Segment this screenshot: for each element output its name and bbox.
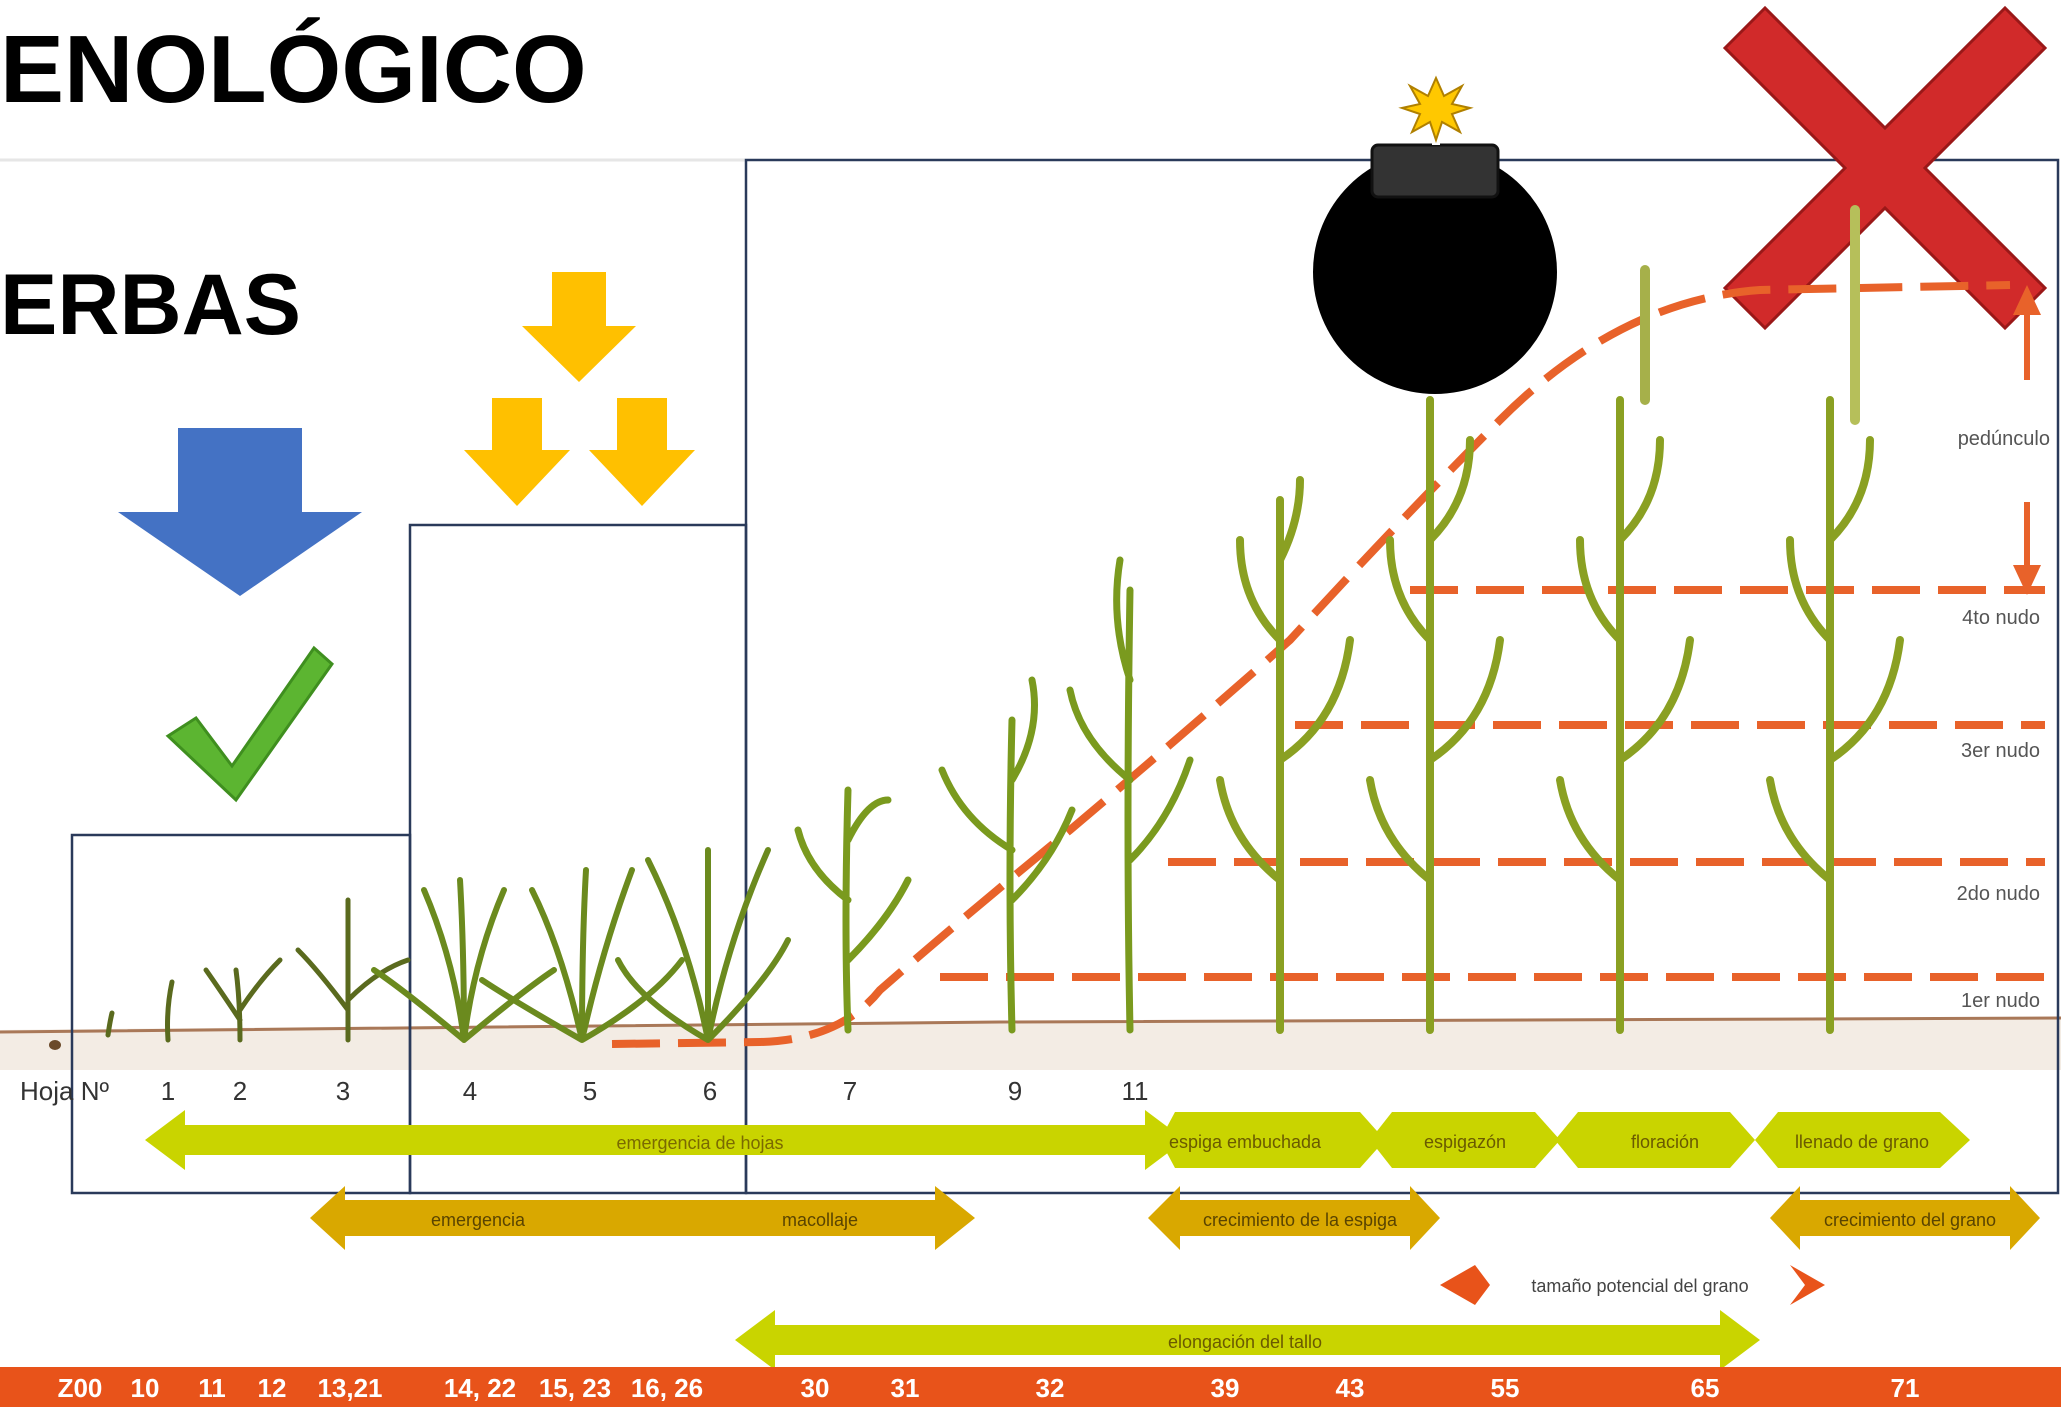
svg-text:emergencia de hojas: emergencia de hojas xyxy=(616,1133,783,1153)
svg-text:tamaño potencial del grano: tamaño potencial del grano xyxy=(1531,1276,1748,1296)
svg-text:crecimiento del grano: crecimiento del grano xyxy=(1824,1210,1996,1230)
title-line-2: ERBAS xyxy=(0,257,302,353)
bar-stem-elongation xyxy=(735,1310,1760,1370)
node-label-peduncle: pedúnculo xyxy=(1958,428,2050,450)
svg-text:espiga embuchada: espiga embuchada xyxy=(1169,1132,1322,1152)
bar-grain-growth xyxy=(1770,1186,2040,1250)
leaf-number: 6 xyxy=(703,1076,717,1106)
node-label-2: 2do nudo xyxy=(1957,883,2040,905)
zadoks-label: 65 xyxy=(1691,1373,1720,1403)
leaf-number: 9 xyxy=(1008,1076,1022,1106)
leaf-number: 4 xyxy=(463,1076,477,1106)
stage-box-tillering xyxy=(408,523,748,1195)
zadoks-label: 31 xyxy=(891,1373,920,1403)
zadoks-label: 39 xyxy=(1211,1373,1240,1403)
stage-bars: emergencia de hojas espiga embuchada esp… xyxy=(145,1110,2040,1370)
zadoks-label: 30 xyxy=(801,1373,830,1403)
leaf-label: Hoja Nº xyxy=(20,1076,109,1106)
svg-text:crecimiento de la espiga: crecimiento de la espiga xyxy=(1203,1210,1398,1230)
bar-heading xyxy=(1370,1112,1560,1168)
bar-emergence-tillering xyxy=(310,1186,975,1250)
svg-text:emergencia: emergencia xyxy=(431,1210,526,1230)
leaf-number: 3 xyxy=(336,1076,350,1106)
leaf-number: 5 xyxy=(583,1076,597,1106)
down-arrow-icon xyxy=(118,428,362,596)
bar-spike-growth xyxy=(1148,1186,1440,1250)
node-lines xyxy=(611,281,2045,1048)
node-label-4: 4to nudo xyxy=(1962,607,2040,629)
title-line-1: ENOLÓGICO xyxy=(0,16,587,123)
bar-grain-potential-left xyxy=(1440,1265,1490,1305)
peduncle-arrows xyxy=(2013,285,2041,595)
zadoks-label: 12 xyxy=(258,1373,287,1403)
zadoks-labels: Z00 10 11 12 13,21 14, 22 15, 23 16, 26 30 31 32 39… xyxy=(58,1373,1920,1403)
zadoks-label: 55 xyxy=(1491,1373,1520,1403)
down-arrow-icon xyxy=(589,398,695,506)
plant-nodes xyxy=(1216,205,1904,1034)
zadoks-label: 14, 22 xyxy=(444,1373,516,1403)
leaf-numbers: 1 2 3 4 5 6 7 9 11 xyxy=(161,1076,1149,1106)
zadoks-label: 15, 23 xyxy=(539,1373,611,1403)
svg-text:elongación del tallo: elongación del tallo xyxy=(1168,1332,1322,1352)
leaf-number: 7 xyxy=(843,1076,857,1106)
leaf-number: 1 xyxy=(161,1076,175,1106)
growth-curve xyxy=(611,281,2011,1048)
soil-line xyxy=(0,1016,2061,1034)
down-arrow-icon xyxy=(464,398,570,506)
svg-text:floración: floración xyxy=(1631,1132,1699,1152)
zadoks-label: 10 xyxy=(131,1373,160,1403)
svg-text:espigazón: espigazón xyxy=(1424,1132,1506,1152)
zadoks-label: 43 xyxy=(1336,1373,1365,1403)
check-icon xyxy=(165,645,334,803)
svg-text:macollaje: macollaje xyxy=(782,1210,858,1230)
bar-leaf-emergence xyxy=(145,1110,1185,1170)
plant-seedlings xyxy=(49,897,411,1050)
leaf-number: 2 xyxy=(233,1076,247,1106)
cross-icon xyxy=(1722,5,2048,331)
node-label-1: 1er nudo xyxy=(1961,990,2040,1012)
zadoks-label: 32 xyxy=(1036,1373,1065,1403)
bar-flowering xyxy=(1555,1112,1755,1168)
leaf-number: 11 xyxy=(1122,1076,1149,1106)
node-label-3: 3er nudo xyxy=(1961,740,2040,762)
plants xyxy=(49,205,1904,1050)
bar-grain-fill xyxy=(1755,1112,1970,1168)
plant-tillering xyxy=(371,847,791,1043)
bar-boot xyxy=(1160,1112,1385,1168)
zadoks-label: 11 xyxy=(198,1373,226,1403)
zadoks-bar xyxy=(0,1367,2061,1407)
down-arrow-icon xyxy=(522,272,636,382)
bar-grain-potential-right xyxy=(1790,1265,1825,1305)
bomb-icon xyxy=(1313,75,1557,394)
zadoks-label: 13,21 xyxy=(317,1373,382,1403)
zadoks-label: 16, 26 xyxy=(631,1373,703,1403)
zadoks-label: 71 xyxy=(1891,1373,1920,1403)
plant-elongation xyxy=(794,556,1194,1034)
zadoks-label: Z00 xyxy=(58,1373,103,1403)
svg-text:llenado de grano: llenado de grano xyxy=(1795,1132,1929,1152)
soil xyxy=(0,1018,2061,1070)
